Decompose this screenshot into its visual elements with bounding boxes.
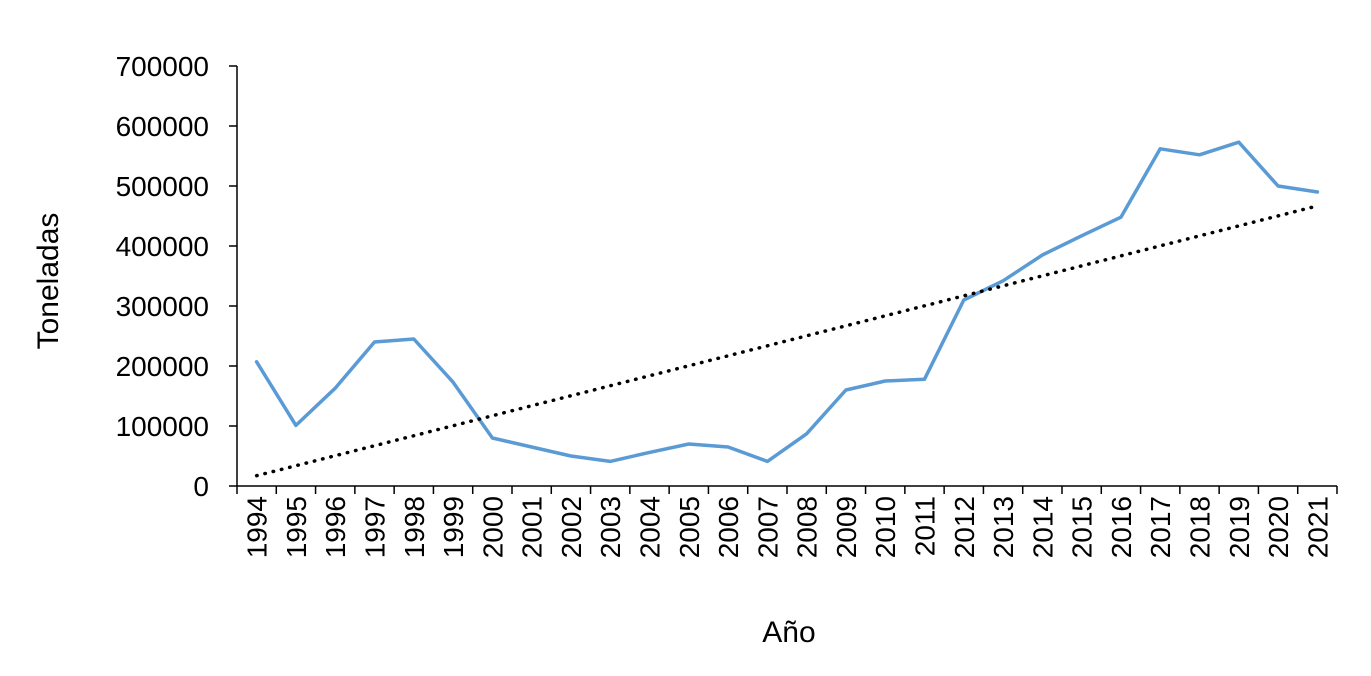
data-point <box>530 445 534 449</box>
x-tick-label: 2017 <box>1145 496 1176 558</box>
x-tick-label: 2014 <box>1027 496 1058 558</box>
data-point <box>569 454 573 458</box>
y-tick-label: 100000 <box>116 411 209 442</box>
data-point <box>844 388 848 392</box>
y-tick-label: 500000 <box>116 171 209 202</box>
x-tick-label: 2013 <box>988 496 1019 558</box>
x-axis: 1994 1995 1996 1997 1998 1999 2000 2001 2002 2003… <box>236 485 1338 558</box>
x-tick-label: 1998 <box>399 496 430 558</box>
data-point <box>1315 190 1319 194</box>
x-tick-label: 2012 <box>949 496 980 558</box>
y-axis: 0 100000 200000 300000 400000 500000 600000 700… <box>116 51 238 502</box>
y-tick-label: 0 <box>193 471 209 502</box>
data-point <box>962 298 966 302</box>
x-tick-label: 2009 <box>831 496 862 558</box>
data-point <box>412 337 416 341</box>
x-tick-label: 1999 <box>438 496 469 558</box>
x-tick-label: 2020 <box>1263 496 1294 558</box>
x-tick-label: 2019 <box>1224 496 1255 558</box>
y-tick-label: 600000 <box>116 111 209 142</box>
x-tick-label: 2021 <box>1302 496 1333 558</box>
y-axis-title: Toneladas <box>32 213 65 350</box>
data-point <box>1276 184 1280 188</box>
x-tick-label: 1994 <box>242 496 273 558</box>
y-tick-label: 400000 <box>116 231 209 262</box>
data-point <box>1080 234 1084 238</box>
x-tick-label: 2000 <box>477 496 508 558</box>
data-point <box>490 436 494 440</box>
x-tick-label: 2004 <box>635 496 666 558</box>
series-line <box>254 140 1320 464</box>
x-tick-label: 2007 <box>752 496 783 558</box>
y-tick-label: 300000 <box>116 291 209 322</box>
data-point <box>765 459 769 463</box>
data-point <box>1040 253 1044 257</box>
data-point <box>726 445 730 449</box>
data-point <box>1158 147 1162 151</box>
data-point <box>608 459 612 463</box>
y-tick-label: 700000 <box>116 51 209 82</box>
data-point <box>373 340 376 344</box>
x-tick-label: 1997 <box>360 496 391 558</box>
data-point <box>294 423 298 427</box>
x-tick-label: 2008 <box>792 496 823 558</box>
x-tick-label: 2001 <box>517 496 548 558</box>
data-point <box>883 379 887 383</box>
x-tick-label: 2002 <box>556 496 587 558</box>
data-point <box>687 442 691 446</box>
x-tick-label: 2015 <box>1067 496 1098 558</box>
data-point <box>805 432 809 436</box>
y-tick-label: 200000 <box>116 351 209 382</box>
data-point <box>1237 140 1241 144</box>
x-tick-label: 2005 <box>674 496 705 558</box>
x-tick-label: 2006 <box>713 496 744 558</box>
x-tick-label: 2010 <box>870 496 901 558</box>
data-point <box>255 360 259 364</box>
data-point <box>1198 153 1201 157</box>
data-point <box>451 380 455 384</box>
x-tick-label: 1996 <box>320 496 351 558</box>
data-point <box>333 386 337 390</box>
x-axis-title: Año <box>762 616 815 649</box>
data-point <box>1001 279 1005 283</box>
data-point <box>923 377 926 381</box>
data-point <box>648 450 651 454</box>
x-tick-label: 1995 <box>281 496 312 558</box>
plot-area <box>254 140 1320 478</box>
data-point <box>1119 215 1123 219</box>
x-tick-label: 2018 <box>1185 496 1216 558</box>
x-tick-label: 2003 <box>595 496 626 558</box>
x-tick-label: 2011 <box>910 496 941 556</box>
x-tick-label: 2016 <box>1106 496 1137 558</box>
